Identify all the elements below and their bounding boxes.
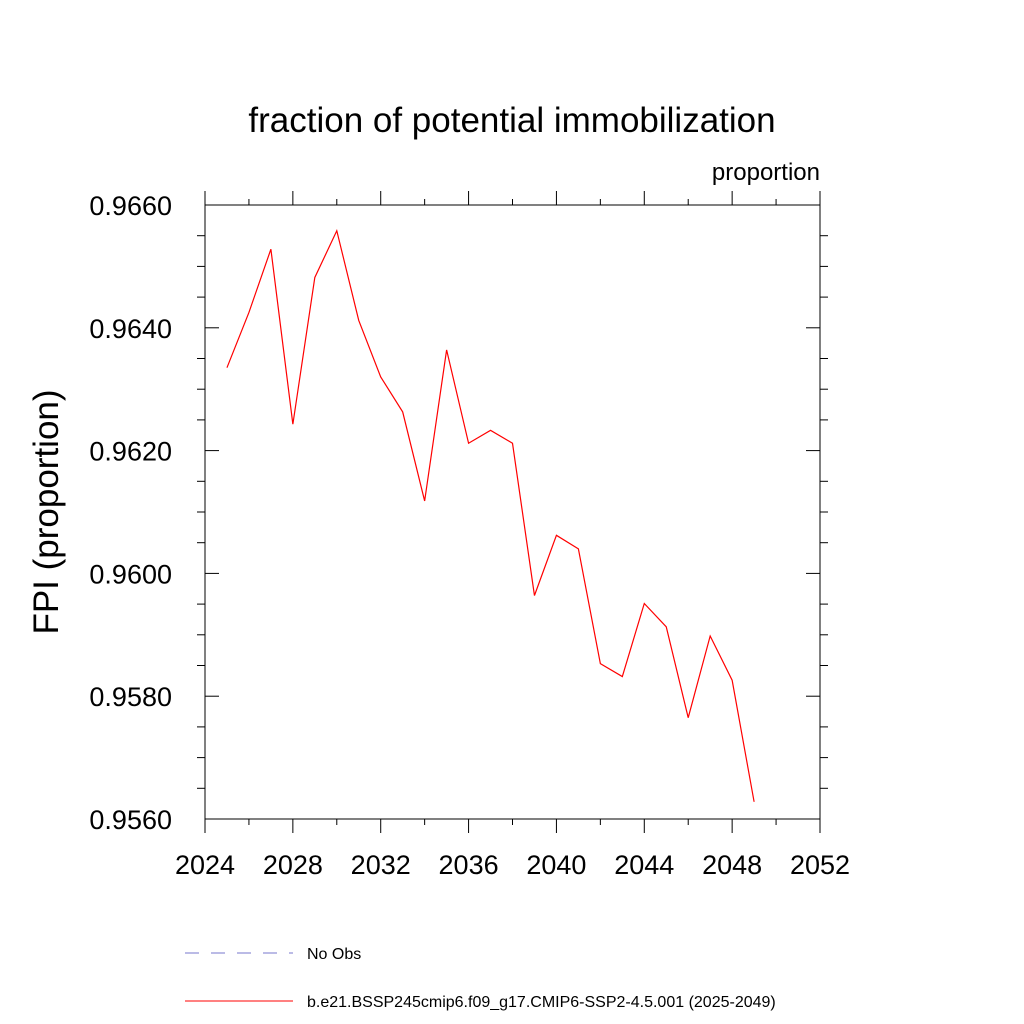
x-tick-label: 2044 (614, 850, 674, 880)
x-tick-labels: 2024 2028 2032 2036 2040 2044 2048 2052 (175, 850, 850, 880)
x-tick-label: 2028 (263, 850, 323, 880)
x-tick-label: 2052 (790, 850, 850, 880)
y-tick-label: 0.9660 (89, 191, 172, 221)
x-tick-label: 2040 (526, 850, 586, 880)
legend-label-no-obs: No Obs (307, 946, 361, 963)
y-tick-label: 0.9580 (89, 682, 172, 712)
y-tick-labels: 0.9560 0.9580 0.9600 0.9620 0.9640 0.9660 (89, 191, 172, 835)
y-axis-label: FPI (proportion) (27, 389, 66, 634)
x-tick-label: 2024 (175, 850, 235, 880)
series-line (226, 229, 755, 802)
y-tick-label: 0.9640 (89, 314, 172, 344)
y-tick-label: 0.9620 (89, 437, 172, 467)
series-group (226, 229, 755, 802)
y-tick-label: 0.9600 (89, 559, 172, 589)
legend-label-model: b.e21.BSSP245cmip6.f09_g17.CMIP6-SSP2-4.… (307, 994, 776, 1011)
y-tick-label: 0.9560 (89, 805, 172, 835)
x-tick-label: 2032 (351, 850, 411, 880)
plot-frame (204, 204, 821, 820)
axis-ticks (197, 191, 828, 833)
legend: No Obs b.e21.BSSP245cmip6.f09_g17.CMIP6-… (185, 946, 776, 1011)
units-label: proportion (712, 159, 820, 186)
chart-title: fraction of potential immobilization (248, 101, 775, 140)
x-tick-label: 2036 (439, 850, 499, 880)
x-tick-label: 2048 (702, 850, 762, 880)
